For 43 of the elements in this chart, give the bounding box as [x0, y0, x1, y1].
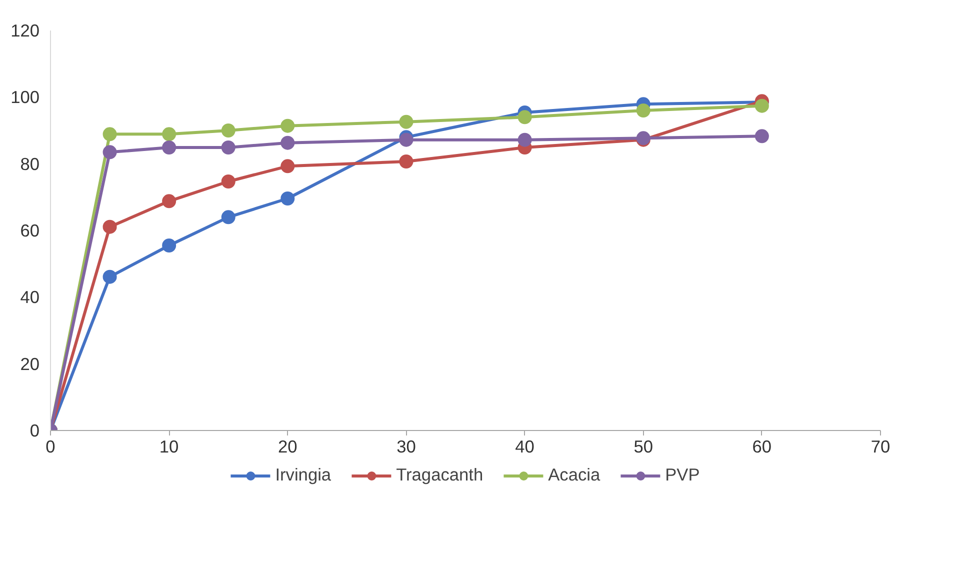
x-tick-label: 50 — [634, 436, 653, 456]
point — [518, 132, 532, 147]
point — [399, 154, 414, 168]
point — [399, 114, 414, 129]
point — [221, 210, 236, 224]
point — [280, 136, 295, 150]
y-tick-label: 20 — [20, 354, 40, 374]
x-tick-label: 30 — [396, 436, 416, 456]
point — [399, 132, 414, 147]
legend-label: PVP — [665, 464, 700, 486]
point — [280, 159, 295, 174]
y-tick-label: 120 — [10, 20, 40, 40]
point — [102, 127, 117, 142]
x-tick-label: 40 — [515, 436, 534, 456]
point — [162, 127, 176, 142]
point — [162, 140, 176, 154]
x-tick-label: 60 — [752, 436, 772, 456]
point — [518, 110, 532, 124]
x-tick-label: 20 — [278, 436, 298, 456]
legend-label: Irvingia — [275, 464, 332, 486]
point — [102, 220, 117, 234]
y-tick-label: 100 — [10, 87, 40, 108]
y-tick-label: 80 — [20, 154, 40, 174]
legend-label: Tragacanth — [396, 464, 484, 486]
point — [102, 145, 117, 160]
legend-label: Acacia — [548, 464, 600, 486]
point — [754, 98, 769, 113]
point — [754, 129, 769, 144]
point — [221, 174, 236, 188]
y-tick-label: 60 — [20, 220, 40, 240]
y-tick-label: 40 — [20, 287, 40, 308]
x-tick-label: 10 — [159, 436, 179, 456]
point — [162, 238, 176, 252]
point — [221, 140, 236, 154]
point — [280, 118, 295, 133]
point — [636, 104, 650, 118]
point — [102, 270, 117, 284]
point — [221, 124, 236, 138]
x-tick-label: 0 — [46, 436, 56, 456]
point — [280, 192, 295, 206]
x-tick-label: 70 — [870, 436, 890, 456]
y-tick-label: 0 — [30, 420, 40, 440]
point — [162, 194, 176, 208]
